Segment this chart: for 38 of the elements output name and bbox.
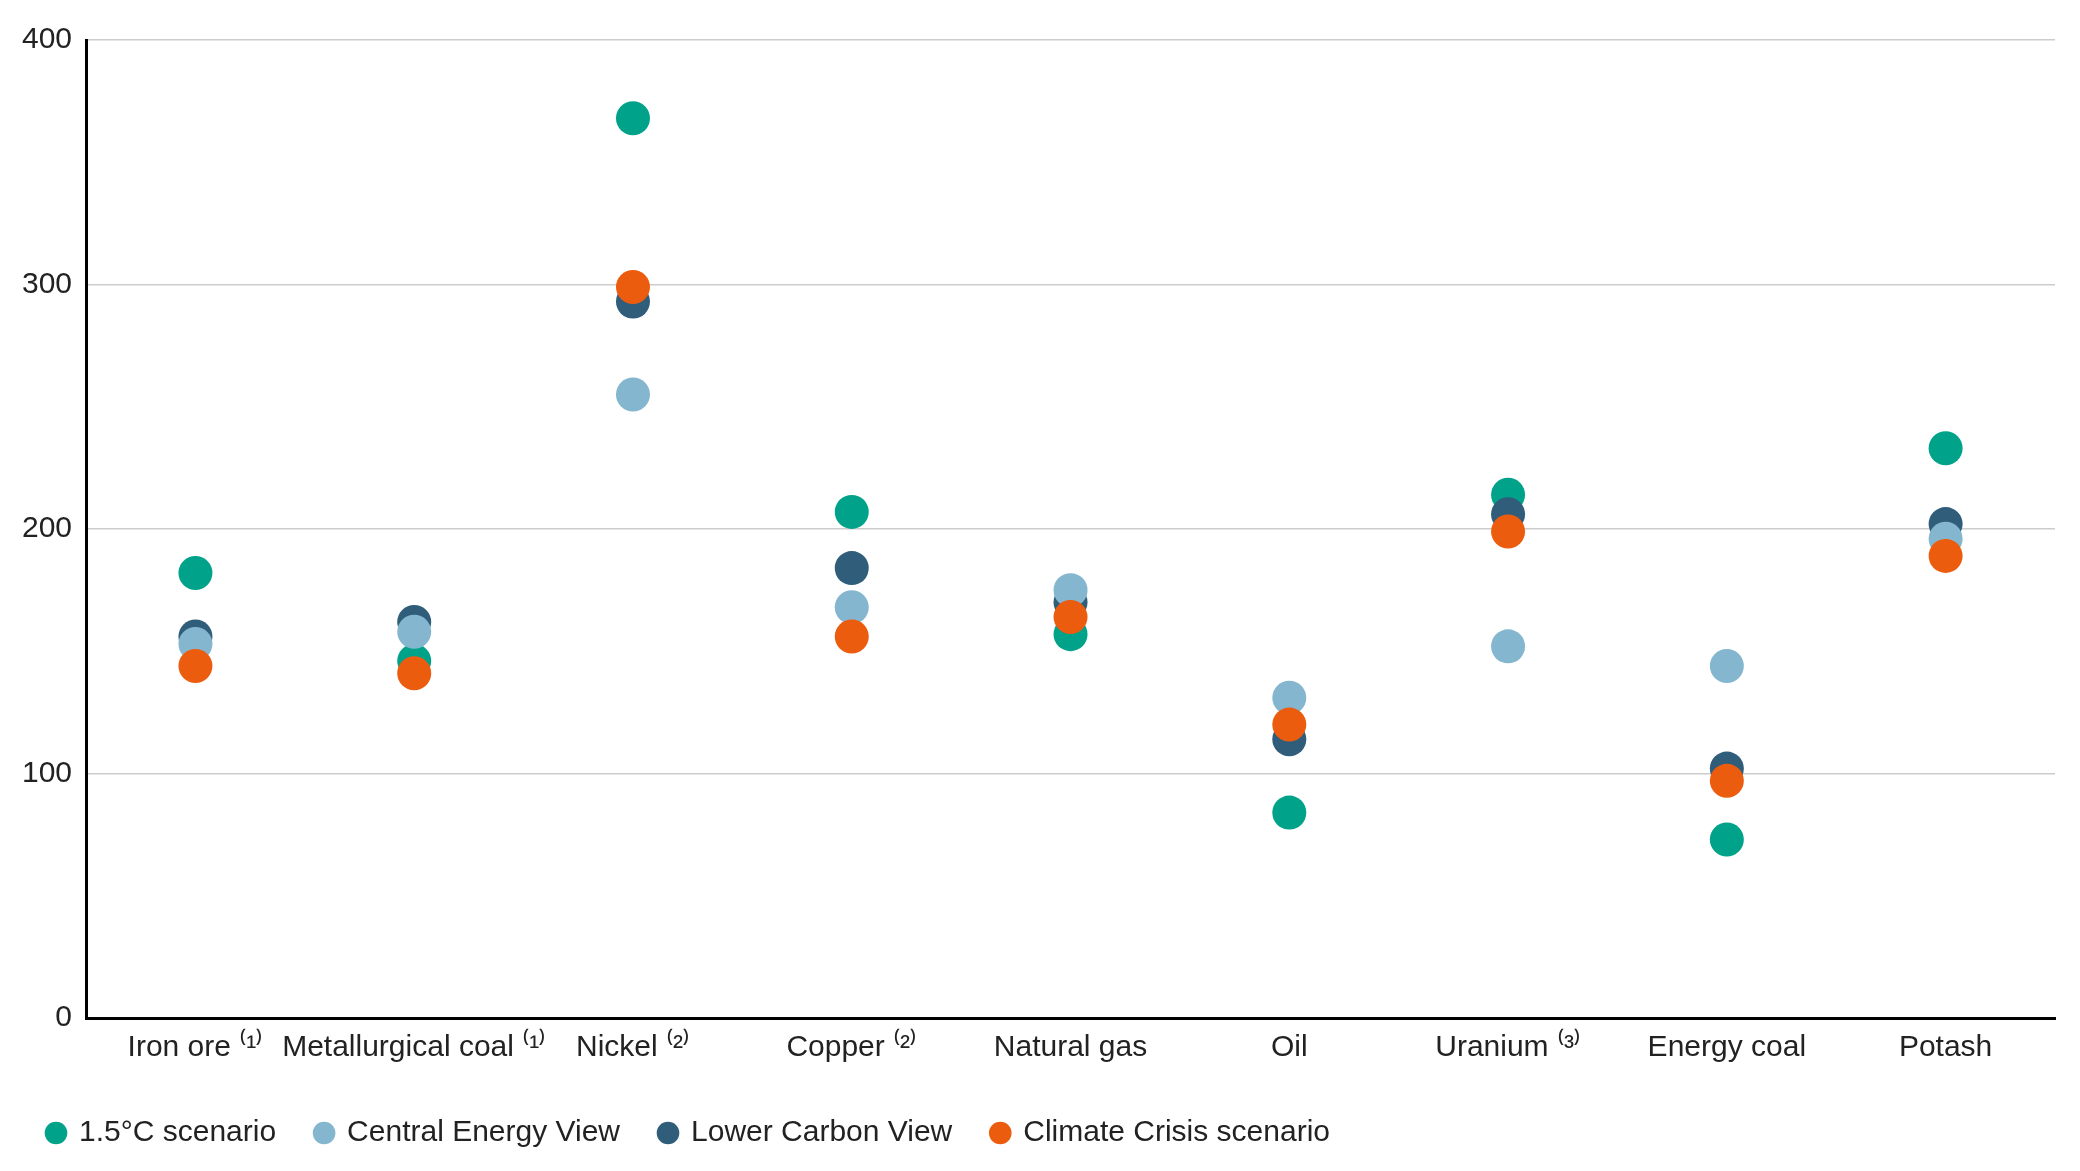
point (1709, 763, 1744, 798)
y-tick-label: 200 (21, 510, 73, 544)
legend-label: Lower Carbon View (691, 1114, 953, 1148)
point (1491, 514, 1526, 549)
point (1709, 648, 1744, 683)
point (1928, 431, 1963, 466)
point (1272, 707, 1307, 742)
x-tick-label: Energy coal (1647, 1029, 1807, 1063)
point (1709, 822, 1744, 857)
legend-label: Central Energy View (347, 1114, 621, 1148)
x-tick-label: Metallurgical coal ⁽¹⁾ (282, 1028, 547, 1063)
point (834, 619, 869, 654)
point (615, 269, 650, 304)
point (1928, 538, 1963, 573)
point (397, 656, 432, 691)
point (1272, 795, 1307, 830)
x-tick-label: Copper ⁽²⁾ (786, 1028, 918, 1063)
point (834, 494, 869, 529)
y-tick-label: 300 (21, 265, 73, 299)
x-tick-label: Oil (1270, 1029, 1308, 1063)
y-tick-label: 100 (21, 754, 73, 788)
y-tick-label: 400 (21, 21, 73, 55)
point (178, 556, 213, 591)
point (615, 377, 650, 412)
point (834, 551, 869, 586)
x-tick-label: Natural gas (993, 1029, 1148, 1063)
point (834, 590, 869, 625)
point (397, 614, 432, 649)
legend-label: 1.5°C scenario (79, 1114, 277, 1148)
point (1491, 629, 1526, 664)
x-tick-label: Uranium ⁽³⁾ (1435, 1028, 1581, 1063)
x-tick-label: Potash (1898, 1029, 1993, 1063)
x-tick-label: Iron ore ⁽¹⁾ (127, 1028, 264, 1063)
point (615, 101, 650, 136)
x-tick-label: Nickel ⁽²⁾ (575, 1028, 690, 1063)
point (178, 648, 213, 683)
legend-label: Climate Crisis scenario (1023, 1114, 1331, 1148)
y-tick-label: 0 (55, 999, 73, 1033)
